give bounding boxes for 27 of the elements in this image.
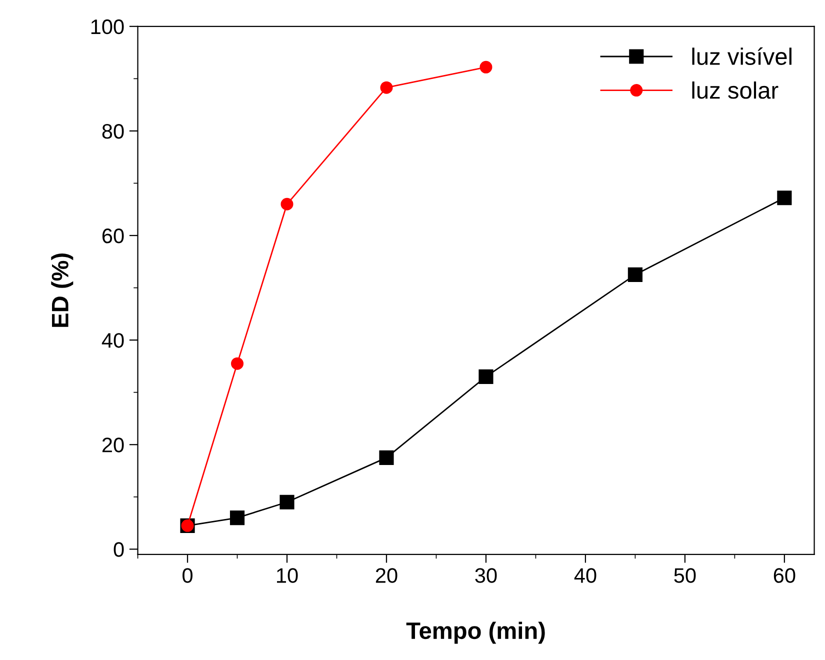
y-tick-label: 20 [102, 438, 124, 452]
x-tick-label: 30 [475, 568, 497, 583]
point [628, 267, 642, 282]
x-tick-label: 50 [674, 568, 696, 583]
point [480, 60, 492, 74]
y-tick-label: 40 [102, 333, 124, 348]
point [230, 510, 245, 526]
x-tick-label: 0 [182, 568, 192, 583]
y-tick-label: 100 [91, 19, 124, 34]
point [478, 369, 494, 384]
legend-label: luz solar [692, 81, 778, 99]
x-tick-label: 10 [277, 568, 298, 583]
x-tick-label: 60 [774, 568, 796, 583]
point [280, 198, 294, 210]
point [280, 494, 294, 510]
point [380, 81, 393, 94]
point [777, 190, 792, 206]
y-tick-label: 0 [114, 542, 124, 557]
x-tick-label: 40 [574, 568, 596, 583]
x-axis-title: Tempo (min) [406, 622, 545, 644]
x-tick-label: 20 [376, 568, 398, 583]
y-tick-label: 80 [102, 124, 124, 139]
y-tick-label: 60 [102, 228, 124, 244]
point [379, 450, 394, 465]
y-axis-title: ED (%) [51, 254, 74, 327]
point [231, 357, 244, 370]
legend-label: luz visível [692, 47, 792, 65]
